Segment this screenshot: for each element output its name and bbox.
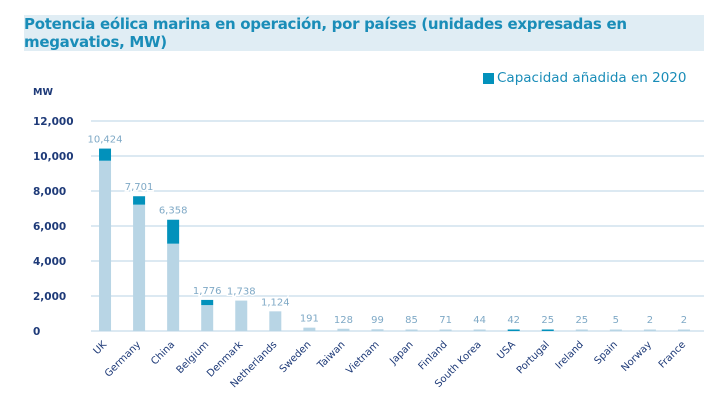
bar-existing xyxy=(643,329,656,331)
x-category-label: UK xyxy=(92,339,110,357)
bar-existing xyxy=(609,329,622,331)
x-category-label: Vietnam xyxy=(344,339,381,376)
y-tick-label: 4,000 xyxy=(33,256,66,268)
x-category-label: China xyxy=(149,339,177,367)
y-tick-label: 0 xyxy=(33,326,40,338)
bar-existing xyxy=(201,305,214,331)
x-category-label: Sweden xyxy=(278,339,314,375)
x-category-label: France xyxy=(657,339,688,370)
y-axis-unit-label: MW xyxy=(33,87,53,98)
value-label: 6,358 xyxy=(159,206,188,217)
bar-existing xyxy=(133,204,146,331)
value-label: 44 xyxy=(473,315,486,326)
value-label: 25 xyxy=(541,315,554,326)
x-category-label: Germany xyxy=(103,339,143,379)
bar-existing xyxy=(167,243,180,331)
value-label: 10,424 xyxy=(88,135,123,146)
value-label: 85 xyxy=(405,315,418,326)
value-label: 7,701 xyxy=(125,182,154,193)
bar-existing xyxy=(439,329,452,331)
bar-existing xyxy=(99,160,112,331)
x-category-label: Portugal xyxy=(515,339,552,376)
value-label: 2 xyxy=(647,315,653,326)
bar-added-2020 xyxy=(541,329,554,331)
bar-existing xyxy=(575,329,588,331)
bar-existing xyxy=(371,329,384,331)
bar-added-2020 xyxy=(507,329,520,331)
value-label: 5 xyxy=(613,315,619,326)
y-tick-label: 10,000 xyxy=(33,151,74,163)
bar-existing xyxy=(269,311,282,331)
value-label: 128 xyxy=(334,315,353,326)
chart-title: Potencia eólica marina en operación, por… xyxy=(24,15,627,51)
chart-title-bar: Potencia eólica marina en operación, por… xyxy=(24,15,704,51)
bar-existing xyxy=(337,328,350,331)
bar-added-2020 xyxy=(201,299,214,306)
value-label: 1,776 xyxy=(193,286,222,297)
bar-existing xyxy=(235,300,248,331)
legend: Capacidad añadida en 2020 xyxy=(483,70,686,86)
bar-added-2020 xyxy=(133,196,146,205)
value-label: 1,124 xyxy=(261,297,290,308)
value-label: 25 xyxy=(575,315,588,326)
bar-existing xyxy=(677,329,690,331)
x-category-label: Norway xyxy=(619,339,654,374)
value-label: 191 xyxy=(300,314,319,325)
x-category-label: Japan xyxy=(387,339,415,367)
y-tick-label: 2,000 xyxy=(33,291,66,303)
value-label: 1,738 xyxy=(227,287,256,298)
value-label: 2 xyxy=(681,315,687,326)
legend-swatch-added xyxy=(483,72,494,84)
x-category-label: Spain xyxy=(592,339,620,367)
bar-added-2020 xyxy=(167,219,180,244)
y-tick-label: 12,000 xyxy=(33,116,74,128)
bar-existing xyxy=(473,329,486,331)
bar-added-2020 xyxy=(99,148,112,161)
y-tick-label: 8,000 xyxy=(33,186,66,198)
value-label: 99 xyxy=(371,315,384,326)
x-category-label: Taiwan xyxy=(315,339,348,372)
bar-existing xyxy=(405,329,418,331)
value-label: 71 xyxy=(439,315,452,326)
x-category-label: USA xyxy=(495,339,518,362)
value-label: 42 xyxy=(507,315,520,326)
x-category-label: Finland xyxy=(417,339,450,372)
x-category-label: Ireland xyxy=(554,339,586,371)
bar-existing xyxy=(303,327,316,331)
y-tick-label: 6,000 xyxy=(33,221,66,233)
legend-label-added: Capacidad añadida en 2020 xyxy=(497,70,687,86)
